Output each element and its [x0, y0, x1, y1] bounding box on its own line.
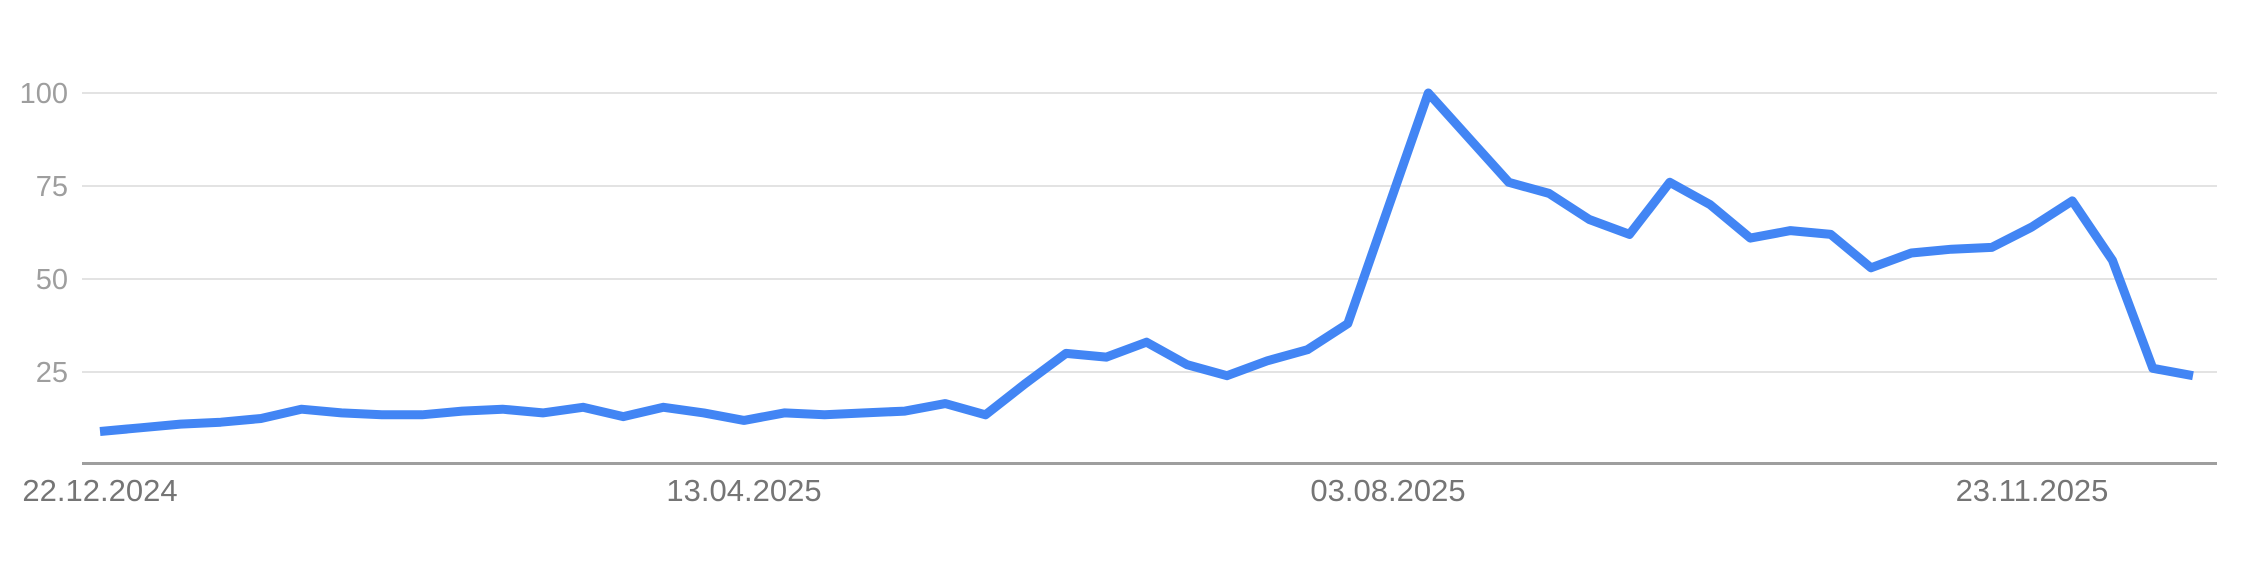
x-axis-tick-label: 03.08.2025 [1310, 473, 1465, 508]
x-axis-tick-label: 22.12.2024 [22, 473, 177, 508]
x-axis-tick-label: 13.04.2025 [666, 473, 821, 508]
x-axis-tick-label: 23.11.2025 [1956, 473, 2109, 508]
y-axis-tick-label: 50 [36, 264, 68, 296]
y-axis-tick-label: 100 [20, 78, 68, 110]
trend-line[interactable] [99, 88, 2194, 436]
y-axis-tick-label: 25 [36, 357, 68, 389]
y-axis-tick-label: 75 [36, 171, 68, 203]
